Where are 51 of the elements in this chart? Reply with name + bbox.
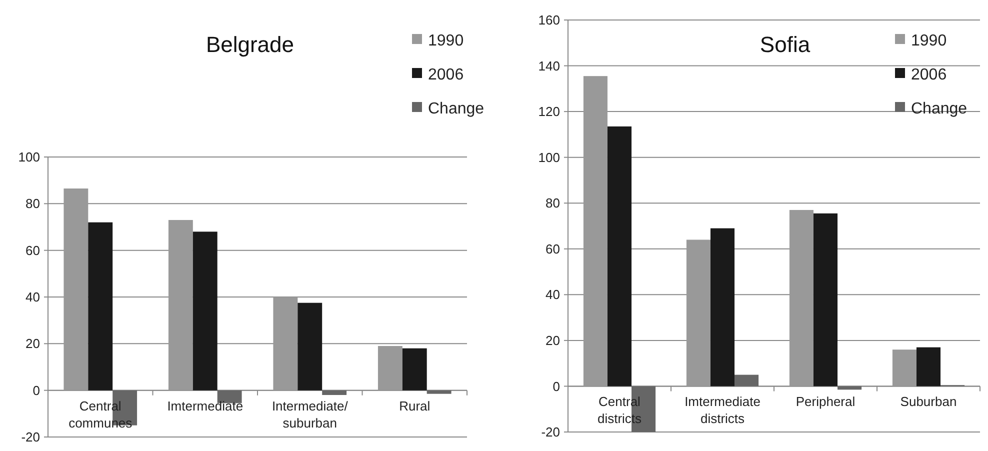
bar [168,220,193,390]
y-tick-label: 160 [538,12,560,28]
x-tick-label: Intermediate/ suburban [272,398,348,430]
bar [916,347,941,386]
bar [64,188,88,390]
bar [838,386,862,390]
y-tick-label: 100 [538,150,560,165]
x-tick-label: Suburban [900,394,957,410]
y-tick-label: 60 [546,241,560,256]
bar [789,210,814,386]
chart-title: Belgrade [206,32,294,57]
bar [734,374,759,386]
y-tick-label: 120 [538,104,560,120]
y-tick-label: -20 [541,424,560,440]
legend-label: 2006 [428,66,464,84]
y-tick-label: 0 [552,378,560,394]
bar [426,390,452,394]
legend-label: Change [428,100,484,118]
bar [273,297,298,390]
legend-label: Change [911,100,968,118]
bar [813,213,838,386]
y-tick-label: 20 [546,332,560,348]
y-tick-label: 80 [26,196,40,212]
bar [607,126,632,386]
bar [892,350,916,386]
bar [378,346,402,390]
y-tick-label: 80 [546,196,560,211]
bar [298,302,322,390]
legend-label: 1990 [428,32,464,50]
bar [192,232,218,390]
y-tick-label: 100 [18,150,40,165]
y-tick-label: 40 [26,290,40,305]
y-tick-label: 40 [546,287,560,302]
y-tick-label: -20 [21,430,40,445]
bar [322,390,347,395]
x-tick-label: Peripheral [796,394,856,410]
bar [583,76,608,386]
legend-label: 2006 [911,66,947,84]
x-tick-label: Imtermediate districts [684,394,760,426]
bar [402,348,427,390]
x-tick-label: Imtermediate [167,398,244,414]
bar [710,228,735,386]
y-tick-label: 60 [26,242,40,258]
x-tick-label: Rural [399,398,430,414]
legend-label: 1990 [911,32,947,50]
y-tick-label: 140 [538,58,560,74]
bar [686,240,710,386]
text: Sofia [760,32,811,57]
y-tick-label: 0 [32,382,40,398]
y-tick-label: 20 [26,336,40,352]
bar [88,222,113,390]
